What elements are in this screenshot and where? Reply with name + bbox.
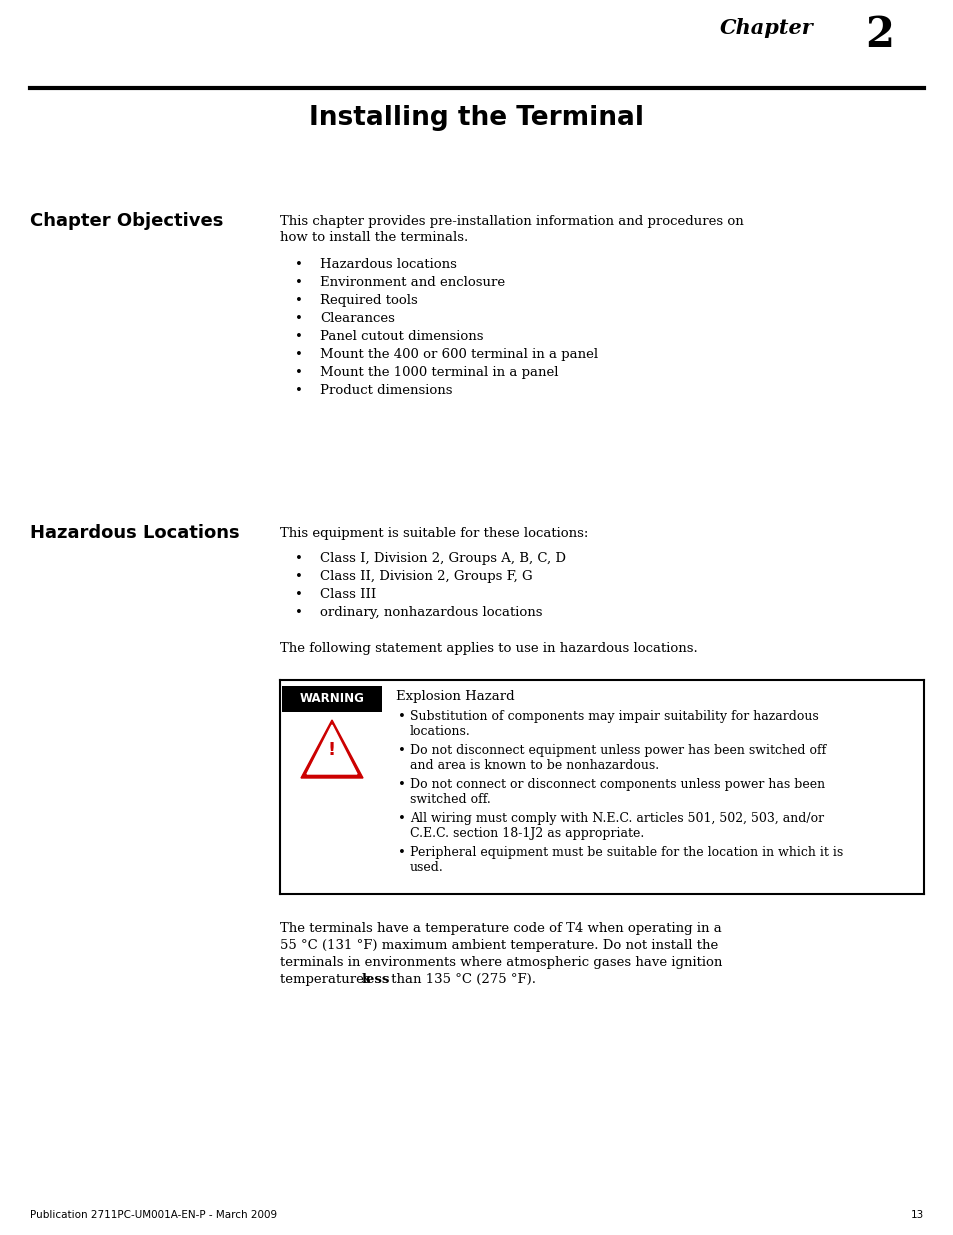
Text: C.E.C. section 18-1J2 as appropriate.: C.E.C. section 18-1J2 as appropriate. [410,827,643,840]
Text: temperatures: temperatures [280,973,375,986]
Text: •: • [397,846,405,860]
Text: and area is known to be nonhazardous.: and area is known to be nonhazardous. [410,760,659,772]
Text: locations.: locations. [410,725,470,739]
Text: The terminals have a temperature code of T4 when operating in a: The terminals have a temperature code of… [280,923,721,935]
Text: All wiring must comply with N.E.C. articles 501, 502, 503, and/or: All wiring must comply with N.E.C. artic… [410,811,823,825]
Text: •: • [294,275,302,289]
Text: switched off.: switched off. [410,793,490,806]
Text: Environment and enclosure: Environment and enclosure [319,275,504,289]
Text: •: • [294,348,302,361]
Text: •: • [397,710,405,722]
Text: !: ! [328,741,335,760]
Text: Clearances: Clearances [319,312,395,325]
Text: how to install the terminals.: how to install the terminals. [280,231,468,245]
Text: 55 °C (131 °F) maximum ambient temperature. Do not install the: 55 °C (131 °F) maximum ambient temperatu… [280,939,718,952]
Text: Mount the 400 or 600 terminal in a panel: Mount the 400 or 600 terminal in a panel [319,348,598,361]
Text: Publication 2711PC-UM001A-EN-P - March 2009: Publication 2711PC-UM001A-EN-P - March 2… [30,1210,276,1220]
Text: This chapter provides pre-installation information and procedures on: This chapter provides pre-installation i… [280,215,743,228]
Text: •: • [294,571,302,583]
Text: Installing the Terminal: Installing the Terminal [309,105,644,131]
Text: Required tools: Required tools [319,294,417,308]
Text: Class I, Division 2, Groups A, B, C, D: Class I, Division 2, Groups A, B, C, D [319,552,565,564]
Text: •: • [294,384,302,396]
Text: •: • [294,606,302,619]
Text: than 135 °C (275 °F).: than 135 °C (275 °F). [387,973,536,986]
Text: Peripheral equipment must be suitable for the location in which it is: Peripheral equipment must be suitable fo… [410,846,842,860]
Text: Class III: Class III [319,588,375,601]
Text: Explosion Hazard: Explosion Hazard [395,690,514,703]
Text: •: • [294,258,302,270]
Text: less: less [361,973,390,986]
Text: Substitution of components may impair suitability for hazardous: Substitution of components may impair su… [410,710,818,722]
Text: •: • [294,312,302,325]
Text: Hazardous Locations: Hazardous Locations [30,524,239,542]
Text: Do not disconnect equipment unless power has been switched off: Do not disconnect equipment unless power… [410,743,825,757]
Text: •: • [397,778,405,790]
Text: Chapter: Chapter [720,19,813,38]
Text: Panel cutout dimensions: Panel cutout dimensions [319,330,483,343]
Text: This equipment is suitable for these locations:: This equipment is suitable for these loc… [280,527,588,540]
Text: •: • [294,366,302,379]
Text: •: • [294,552,302,564]
Text: Do not connect or disconnect components unless power has been: Do not connect or disconnect components … [410,778,824,790]
Text: Chapter Objectives: Chapter Objectives [30,212,223,230]
Text: terminals in environments where atmospheric gases have ignition: terminals in environments where atmosphe… [280,956,721,969]
Text: used.: used. [410,861,443,874]
Text: •: • [294,330,302,343]
Text: Hazardous locations: Hazardous locations [319,258,456,270]
Text: The following statement applies to use in hazardous locations.: The following statement applies to use i… [280,642,697,655]
Text: Class II, Division 2, Groups F, G: Class II, Division 2, Groups F, G [319,571,532,583]
Text: •: • [294,588,302,601]
Text: Product dimensions: Product dimensions [319,384,452,396]
Text: •: • [397,743,405,757]
Text: 13: 13 [910,1210,923,1220]
Text: •: • [397,811,405,825]
Text: 2: 2 [864,14,893,56]
Text: WARNING: WARNING [299,693,364,705]
Text: Mount the 1000 terminal in a panel: Mount the 1000 terminal in a panel [319,366,558,379]
Text: ordinary, nonhazardous locations: ordinary, nonhazardous locations [319,606,542,619]
Text: •: • [294,294,302,308]
